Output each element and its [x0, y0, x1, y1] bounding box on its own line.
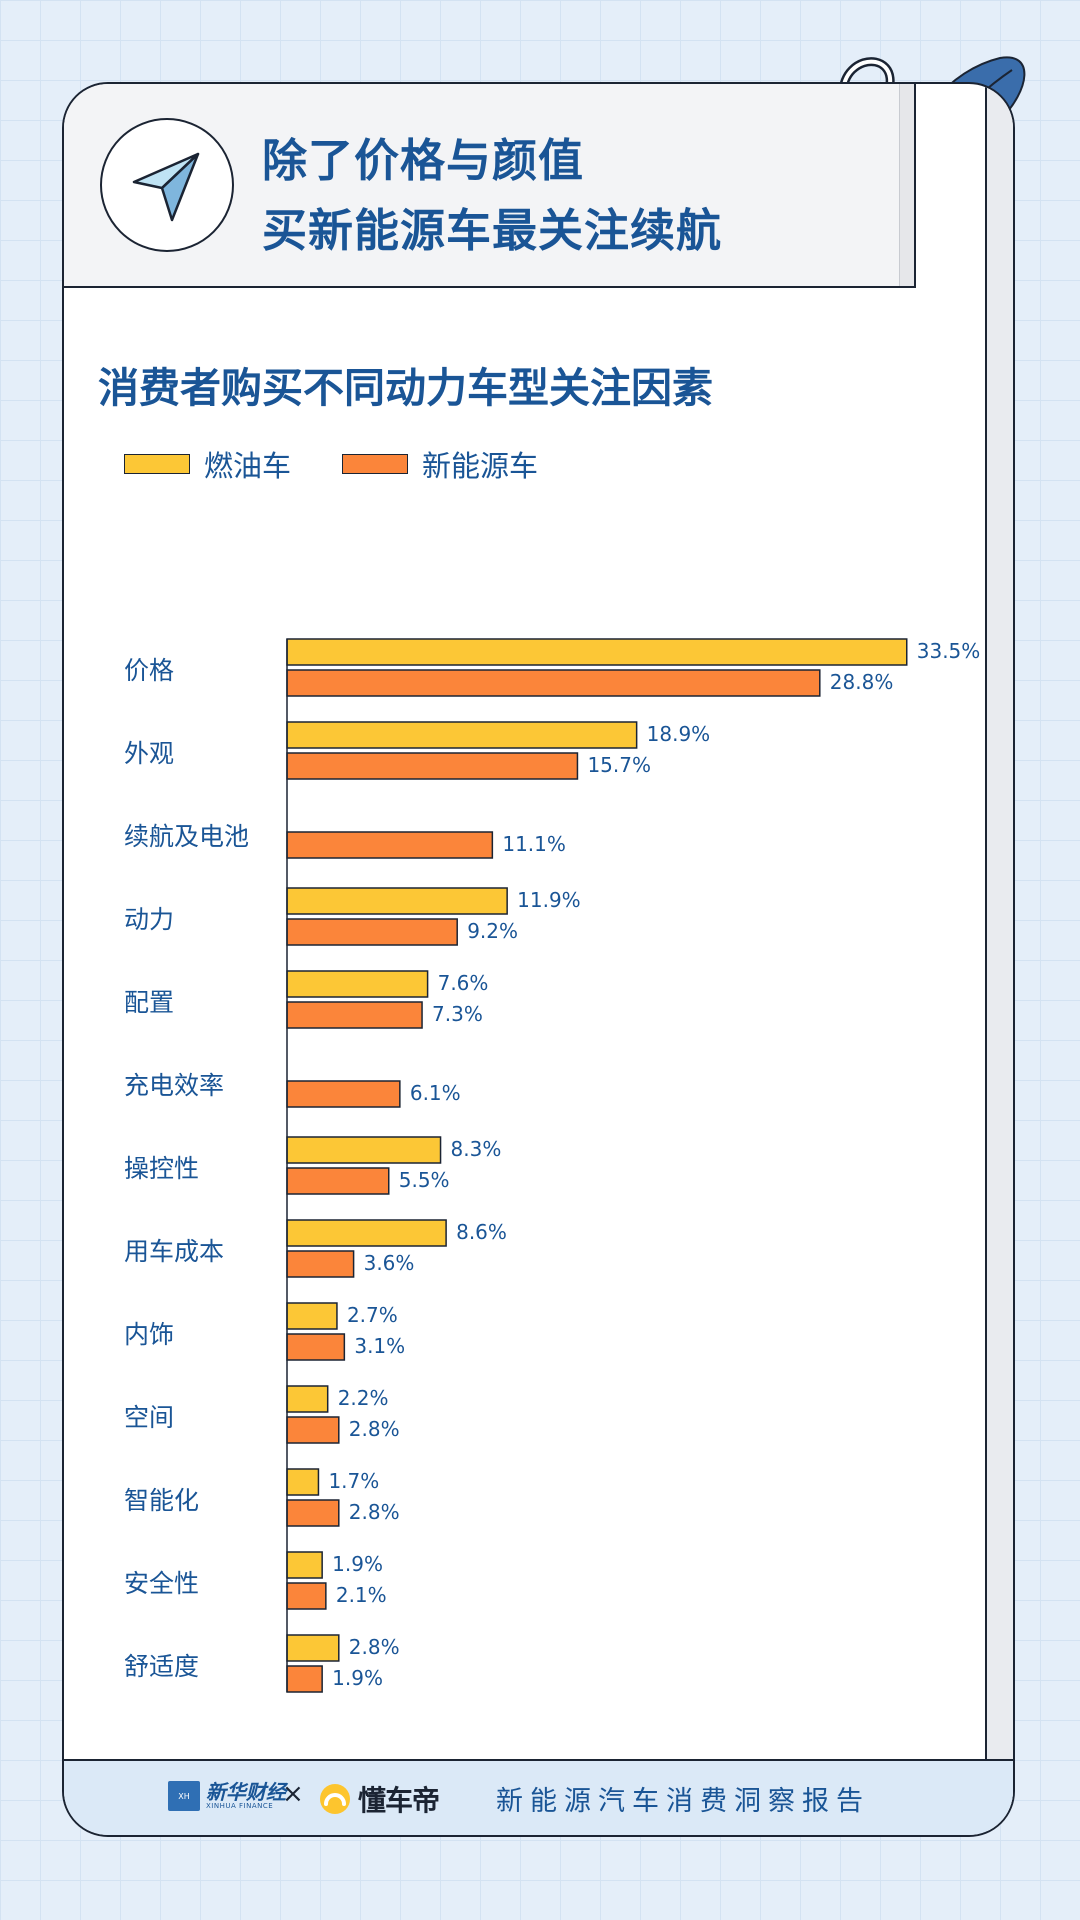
report-name: 新能源汽车消费洞察报告 — [496, 1786, 870, 1817]
bar-chart: 价格 33.5% 28.8% 外观 18.9% 15.7% 续航及电池 11.1% 动力 11.9… — [124, 638, 981, 1693]
xinhua-logo-cn: 新华财经 — [206, 1780, 286, 1804]
legend-item-nev: 新能源车 — [342, 444, 538, 484]
header-fold — [899, 84, 914, 286]
data-label-nev: 28.8% — [830, 670, 894, 694]
bar-nev — [286, 1499, 340, 1527]
category-label: 价格 — [124, 656, 174, 685]
category-label: 续航及电池 — [124, 822, 249, 851]
data-label-fuel: 2.7% — [347, 1303, 398, 1327]
data-label-nev: 11.1% — [502, 832, 566, 856]
bar-fuel — [286, 1136, 442, 1164]
category-label: 充电效率 — [124, 1071, 224, 1100]
xinhua-finance-logo: XH 新华财经 XINHUA FINANCE — [168, 1781, 286, 1811]
bar-fuel — [286, 721, 638, 749]
legend-item-fuel: 燃油车 — [124, 444, 291, 484]
logo-badge — [100, 118, 234, 252]
legend-label-nev: 新能源车 — [422, 449, 539, 483]
data-label-nev: 2.8% — [349, 1417, 400, 1441]
bar-nev — [286, 918, 458, 946]
data-label-nev: 9.2% — [467, 919, 518, 943]
bar-nev — [286, 1416, 340, 1444]
bar-fuel — [286, 1302, 338, 1330]
data-label-fuel: 2.8% — [349, 1635, 400, 1659]
footer-bar: XH 新华财经 XINHUA FINANCE × 懂车帝 新能源汽车消费洞察报告 — [64, 1759, 1013, 1835]
bar-nev — [286, 752, 579, 780]
category-label: 外观 — [124, 739, 174, 768]
bar-nev — [286, 1250, 355, 1278]
bar-fuel — [286, 970, 429, 998]
data-label-nev: 1.9% — [332, 1666, 383, 1690]
category-label: 内饰 — [124, 1320, 174, 1349]
bar-nev — [286, 1665, 323, 1693]
data-label-fuel: 8.3% — [451, 1137, 502, 1161]
category-label: 舒适度 — [124, 1652, 199, 1681]
data-label-fuel: 1.9% — [332, 1552, 383, 1576]
data-label-fuel: 18.9% — [647, 722, 711, 746]
content-card: 除了价格与颜值 买新能源车最关注续航 消费者购买不同动力车型关注因素 燃油车 新… — [62, 82, 1015, 1837]
legend-label-fuel: 燃油车 — [204, 449, 292, 483]
page-title-line2: 买新能源车最关注续航 — [262, 204, 723, 257]
category-label: 空间 — [124, 1403, 174, 1432]
data-label-nev: 2.8% — [349, 1500, 400, 1524]
bar-nev — [286, 831, 494, 859]
data-label-nev: 5.5% — [399, 1168, 450, 1192]
category-label: 智能化 — [124, 1486, 199, 1515]
category-label: 操控性 — [124, 1154, 199, 1183]
bar-fuel — [286, 1385, 329, 1413]
bar-fuel — [286, 1551, 323, 1579]
header-banner: 除了价格与颜值 买新能源车最关注续航 — [64, 84, 916, 288]
bar-nev — [286, 1582, 327, 1610]
dongchedi-logo-text: 懂车帝 — [358, 1784, 440, 1817]
bar-fuel — [286, 1634, 340, 1662]
bar-nev — [286, 1333, 346, 1361]
dongchedi-logo-mark — [320, 1784, 350, 1814]
legend-swatch-fuel — [124, 454, 190, 474]
bar-nev — [286, 1167, 390, 1195]
data-label-nev: 6.1% — [410, 1081, 461, 1105]
bar-fuel — [286, 638, 908, 666]
xinhua-logo-mark: XH — [168, 1781, 200, 1811]
bar-fuel — [286, 887, 508, 915]
xinhua-logo-en: XINHUA FINANCE — [206, 1802, 274, 1810]
bar-fuel — [286, 1219, 447, 1247]
data-label-nev: 2.1% — [336, 1583, 387, 1607]
dongchedi-logo: 懂车帝 — [318, 1779, 440, 1819]
category-label: 配置 — [124, 988, 174, 1017]
category-label: 动力 — [124, 905, 174, 934]
data-label-nev: 15.7% — [587, 753, 651, 777]
data-label-fuel: 33.5% — [917, 639, 981, 663]
page-title-line1: 除了价格与颜值 — [262, 134, 585, 187]
bar-nev — [286, 669, 821, 697]
bar-nev — [286, 1001, 423, 1029]
paper-plane-icon — [132, 152, 200, 222]
bar-nev — [286, 1080, 401, 1108]
bar-fuel — [286, 1468, 320, 1496]
data-label-nev: 3.6% — [364, 1251, 415, 1275]
category-label: 安全性 — [124, 1569, 199, 1598]
data-label-fuel: 7.6% — [438, 971, 489, 995]
card-side-panel — [985, 84, 1013, 1835]
legend-swatch-nev — [342, 454, 408, 474]
chart-title: 消费者购买不同动力车型关注因素 — [98, 364, 713, 412]
data-label-fuel: 11.9% — [517, 888, 581, 912]
data-label-fuel: 1.7% — [328, 1469, 379, 1493]
data-label-fuel: 8.6% — [456, 1220, 507, 1244]
collab-times-sign: × — [282, 1779, 304, 1809]
category-label: 用车成本 — [124, 1237, 224, 1266]
data-label-nev: 3.1% — [354, 1334, 405, 1358]
data-label-fuel: 2.2% — [338, 1386, 389, 1410]
data-label-nev: 7.3% — [432, 1002, 483, 1026]
